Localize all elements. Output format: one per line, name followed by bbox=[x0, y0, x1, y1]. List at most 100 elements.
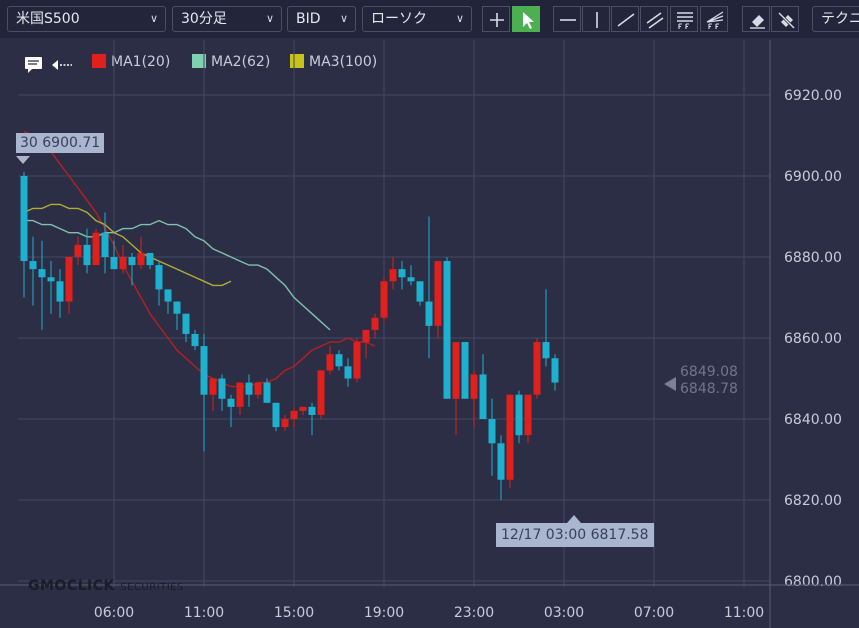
candle-body bbox=[398, 269, 406, 278]
candle-body bbox=[317, 370, 325, 415]
chart-style-select[interactable]: ローソク ∨ bbox=[362, 6, 472, 32]
candle-body bbox=[308, 406, 316, 415]
crosshair-tool-button[interactable] bbox=[482, 6, 510, 32]
legend-label-ma1: MA1(20) bbox=[111, 54, 171, 70]
candle-body bbox=[515, 394, 523, 436]
candle-body bbox=[272, 402, 280, 428]
candle-body bbox=[200, 346, 208, 395]
candle-body bbox=[488, 419, 496, 444]
symbol-select[interactable]: 米国S500 ∨ bbox=[7, 6, 166, 32]
candle-body bbox=[209, 378, 217, 395]
x-tick-label: 07:00 bbox=[634, 605, 674, 621]
vertical-line-tool-button[interactable] bbox=[582, 6, 610, 32]
timeframe-select-value: 30分足 bbox=[181, 11, 227, 27]
candle-body bbox=[353, 342, 361, 379]
y-tick-label: 6860.00 bbox=[784, 331, 842, 347]
candle-body bbox=[479, 374, 487, 419]
candle-body bbox=[74, 244, 82, 257]
comment-icon[interactable] bbox=[24, 56, 44, 78]
candle-body bbox=[164, 289, 172, 302]
fibonacci-retracement-icon bbox=[677, 12, 693, 29]
candle-body bbox=[389, 269, 397, 282]
x-tick-label: 06:00 bbox=[94, 605, 134, 621]
legend-item-ma1: MA1(20) bbox=[92, 54, 170, 70]
legend-swatch-ma1 bbox=[92, 54, 106, 68]
x-tick-label: 23:00 bbox=[454, 605, 494, 621]
collapse-legend-icon[interactable] bbox=[50, 58, 74, 76]
candlestick-chart[interactable]: 6800.00 6820.00 6840.00 6860.00 6880.00 6900.… bbox=[0, 40, 859, 628]
candle-body bbox=[380, 281, 388, 318]
legend-label-ma3: MA3(100) bbox=[309, 54, 378, 70]
candle-body bbox=[20, 176, 28, 262]
candle-body bbox=[236, 382, 244, 407]
channel-tool-button[interactable] bbox=[640, 6, 668, 32]
candle-body bbox=[254, 382, 262, 395]
candle-body bbox=[101, 232, 109, 257]
candle-body bbox=[524, 394, 532, 436]
candle-body bbox=[425, 301, 433, 326]
pointer-tool-button[interactable] bbox=[512, 6, 540, 32]
trend-line-tool-button[interactable] bbox=[611, 6, 639, 32]
price-type-select[interactable]: BID ∨ bbox=[287, 6, 356, 32]
chevron-down-icon: ∨ bbox=[149, 12, 158, 25]
candle-body bbox=[299, 406, 307, 411]
candle-body bbox=[173, 301, 181, 314]
candle-body bbox=[245, 382, 253, 395]
clear-drawings-button[interactable] bbox=[771, 6, 799, 32]
vertical-line-icon bbox=[596, 12, 598, 28]
price-type-select-value: BID bbox=[296, 11, 321, 27]
logo-sub-text: SECURITIES bbox=[120, 582, 184, 593]
trend-line-icon bbox=[617, 13, 635, 27]
candle-body bbox=[182, 313, 190, 334]
candle-body bbox=[92, 232, 100, 266]
candle-body bbox=[497, 443, 505, 480]
eraser-icon bbox=[750, 15, 765, 29]
candle-body bbox=[362, 329, 370, 343]
x-tick-label: 11:00 bbox=[724, 605, 764, 621]
high-price-label: 30 6900.71 bbox=[20, 135, 101, 151]
y-tick-label: 6840.00 bbox=[784, 412, 842, 428]
last-price-upper: 6849.08 bbox=[680, 364, 738, 380]
candle-body bbox=[110, 257, 118, 270]
crosshair-icon bbox=[490, 13, 504, 27]
x-tick-label: 19:00 bbox=[364, 605, 404, 621]
candle-body bbox=[551, 358, 559, 383]
high-pointer-icon bbox=[16, 156, 30, 164]
x-tick-label: 11:00 bbox=[184, 605, 224, 621]
fibonacci-fan-tool-button[interactable] bbox=[700, 6, 728, 32]
candle-body bbox=[128, 257, 136, 266]
candle-body bbox=[218, 378, 226, 399]
fibonacci-fan-icon bbox=[706, 11, 724, 29]
candle-body bbox=[263, 382, 271, 403]
eraser-tool-button[interactable] bbox=[742, 6, 770, 32]
candle-body bbox=[191, 333, 199, 347]
candle-body bbox=[65, 257, 73, 302]
low-price-label: 12/17 03:00 6817.58 bbox=[501, 527, 649, 543]
technical-menu-button[interactable]: テクニ bbox=[812, 6, 859, 32]
chevron-down-icon: ∨ bbox=[265, 12, 274, 25]
ma2-line bbox=[24, 219, 331, 331]
candle-body bbox=[119, 257, 127, 270]
fibonacci-retracement-tool-button[interactable] bbox=[670, 6, 698, 32]
candle-body bbox=[542, 342, 550, 359]
candle-body bbox=[326, 354, 334, 371]
horizontal-line-tool-button[interactable] bbox=[553, 6, 581, 32]
chart-style-select-value: ローソク bbox=[371, 11, 427, 27]
candle-body bbox=[371, 317, 379, 330]
timeframe-select[interactable]: 30分足 ∨ bbox=[172, 6, 282, 32]
candle-body bbox=[506, 394, 514, 480]
chart-toolbar: 米国S500 ∨ 30分足 ∨ BID ∨ ローソク ∨ テクニ bbox=[0, 0, 859, 38]
candle-body bbox=[281, 419, 289, 428]
candle-body bbox=[29, 261, 37, 270]
candle-body bbox=[407, 277, 415, 282]
candle-body bbox=[533, 342, 541, 395]
y-tick-label: 6880.00 bbox=[784, 250, 842, 266]
y-tick-label: 6920.00 bbox=[784, 88, 842, 104]
horizontal-line-icon bbox=[560, 19, 576, 21]
last-price-tag: 6849.08 6848.78 bbox=[680, 364, 738, 398]
candle-body bbox=[443, 261, 451, 399]
gmo-click-logo: GMOCLICK SECURITIES bbox=[28, 578, 184, 594]
candle-body bbox=[155, 265, 163, 290]
candle-body bbox=[434, 261, 442, 326]
x-tick-label: 03:00 bbox=[544, 605, 584, 621]
